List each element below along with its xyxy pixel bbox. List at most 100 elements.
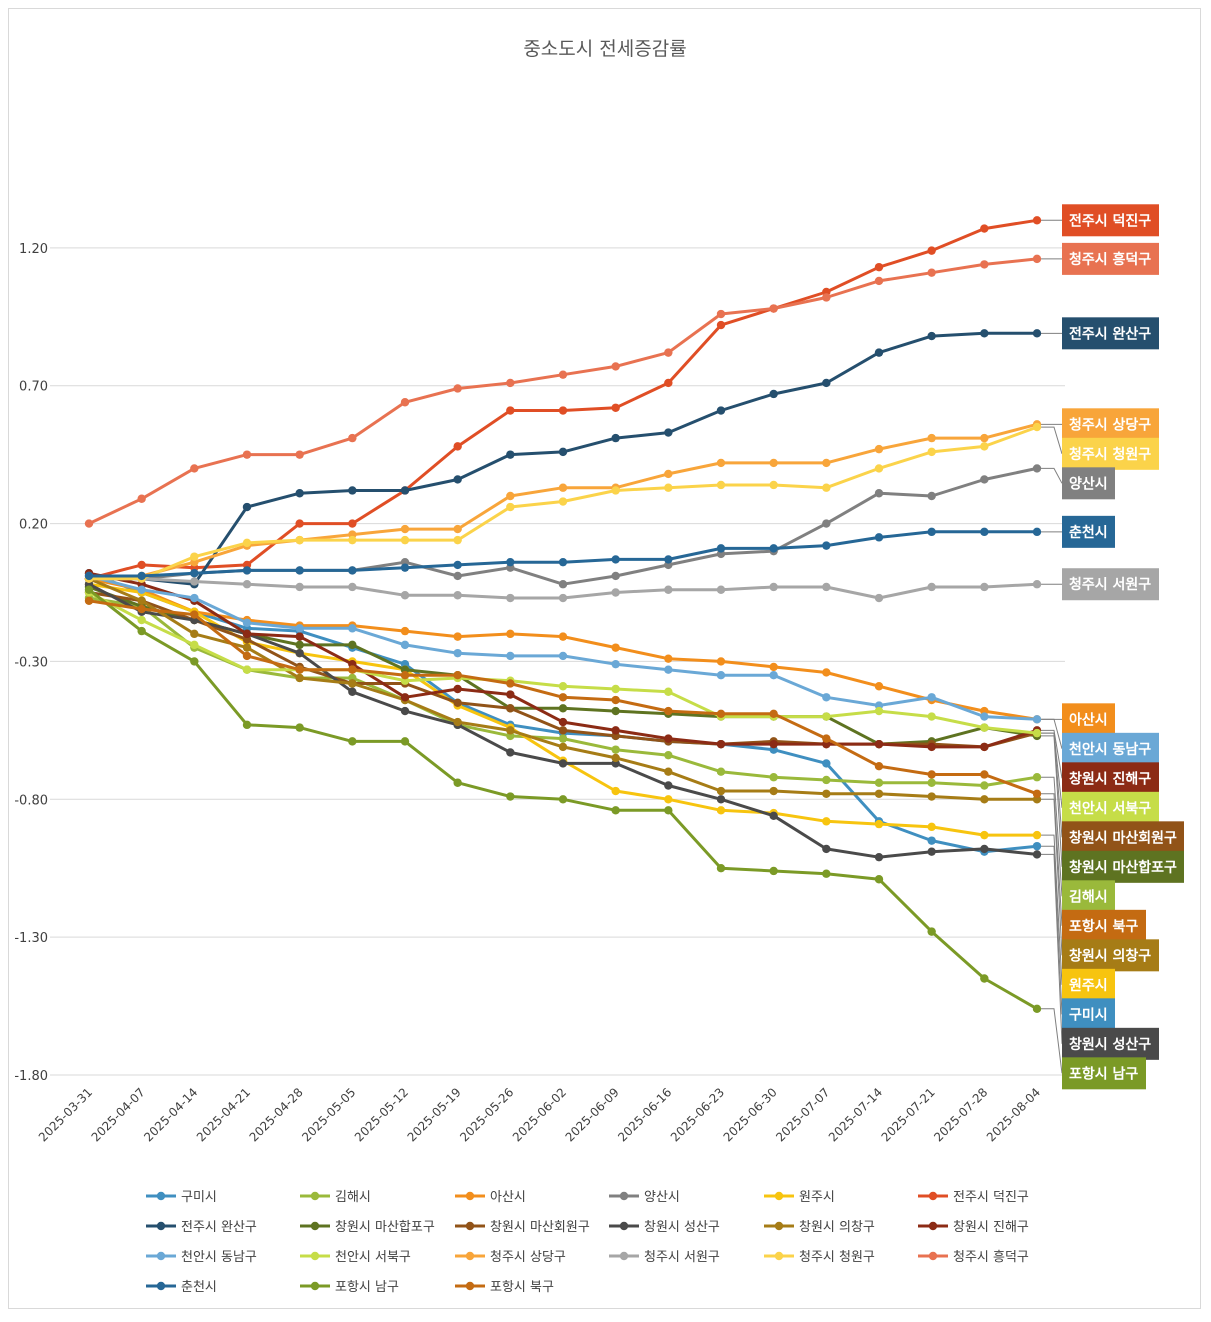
leader-line [1041, 467, 1063, 484]
legend-item[interactable]: 창원시 의창구 [764, 1220, 875, 1235]
legend-item[interactable]: 청주시 청원구 [764, 1250, 875, 1265]
legend-item[interactable]: 청주시 흥덕구 [918, 1250, 1029, 1265]
data-point [1032, 773, 1042, 782]
legend-item[interactable]: 구미시 [146, 1190, 217, 1205]
legend-label: 천안시 동남구 [181, 1250, 257, 1265]
end-label-text: 창원시 진해구 [1069, 770, 1151, 787]
x-tick-label: 2025-04-28 [247, 1085, 306, 1144]
data-point [611, 786, 620, 796]
data-point [822, 668, 831, 677]
data-point [400, 398, 410, 407]
data-point [1032, 1004, 1042, 1014]
legend-item[interactable]: 청주시 상당구 [455, 1250, 566, 1265]
legend-item[interactable]: 김해시 [300, 1190, 371, 1205]
data-point [453, 648, 462, 658]
data-point [558, 632, 568, 641]
legend-marker [619, 1191, 629, 1201]
data-point [558, 742, 568, 752]
data-point [716, 309, 726, 319]
data-point [611, 726, 620, 735]
series-21 [84, 596, 1042, 798]
legend-item[interactable]: 창원시 마산회원구 [455, 1220, 590, 1235]
legend-item[interactable]: 포항시 남구 [300, 1280, 399, 1295]
data-point [1032, 850, 1042, 859]
legend-label: 춘천시 [181, 1280, 217, 1295]
legend-item[interactable]: 창원시 진해구 [918, 1220, 1029, 1235]
data-point [453, 778, 462, 787]
data-point [980, 723, 989, 732]
x-tick-label: 2025-08-04 [984, 1085, 1043, 1144]
legend-label: 창원시 진해구 [953, 1220, 1029, 1235]
end-label-box [1062, 732, 1159, 765]
data-point [874, 762, 884, 771]
data-point [822, 759, 831, 768]
legend-item[interactable]: 전주시 완산구 [146, 1220, 257, 1235]
data-point [769, 671, 778, 680]
end-label-text: 원주시 [1069, 978, 1108, 994]
data-point [400, 693, 410, 702]
data-point [716, 458, 726, 468]
data-point [84, 585, 94, 594]
data-point [664, 348, 673, 357]
data-point [769, 480, 778, 490]
data-point [980, 830, 989, 840]
data-point [980, 260, 989, 269]
data-point [348, 665, 357, 674]
data-point [664, 750, 673, 760]
legend-item[interactable]: 천안시 동남구 [146, 1250, 257, 1265]
data-point [874, 348, 884, 357]
end-label-text: 창원시 마산합포구 [1069, 859, 1177, 876]
data-point [822, 734, 831, 743]
data-point [664, 706, 673, 716]
data-point [348, 486, 357, 495]
end-label: 양산시 [1062, 467, 1115, 500]
end-label: 천안시 동남구 [1062, 732, 1159, 765]
legend-item[interactable]: 창원시 마산합포구 [300, 1220, 435, 1235]
data-point [453, 475, 462, 484]
end-label-text: 춘천시 [1069, 525, 1108, 541]
data-point [190, 464, 199, 473]
series-line [89, 530, 1037, 578]
end-label-text: 청주시 청원구 [1069, 447, 1151, 463]
legend-item[interactable]: 아산시 [455, 1190, 526, 1205]
data-point [874, 739, 884, 749]
data-point [927, 433, 936, 443]
end-label-box [1062, 880, 1115, 913]
data-point [769, 773, 778, 782]
y-tick-label: -0.30 [14, 655, 48, 670]
data-point [927, 778, 936, 787]
data-point [769, 458, 778, 468]
data-point [611, 555, 620, 564]
x-tick-label: 2025-05-26 [457, 1085, 516, 1144]
legend-item[interactable]: 청주시 서원구 [609, 1250, 720, 1265]
end-label-text: 전주시 덕진구 [1069, 212, 1151, 229]
data-point [874, 444, 884, 454]
data-point [190, 629, 199, 639]
legend-item[interactable]: 천안시 서북구 [300, 1250, 411, 1265]
data-point [611, 706, 620, 716]
legend-marker [310, 1191, 320, 1201]
legend-item[interactable]: 포항시 북구 [455, 1280, 554, 1295]
legend-item[interactable]: 창원시 성산구 [609, 1220, 720, 1235]
end-label: 포항시 남구 [1062, 1057, 1146, 1090]
data-point [1032, 715, 1042, 724]
x-tick-label: 2025-05-12 [352, 1085, 411, 1144]
data-point [453, 717, 462, 727]
legend-item[interactable]: 원주시 [764, 1190, 835, 1205]
data-point [716, 657, 726, 666]
x-tick-label: 2025-06-09 [563, 1085, 622, 1144]
end-label-box [1062, 762, 1159, 795]
legend-item[interactable]: 춘천시 [146, 1280, 217, 1295]
data-point [664, 687, 673, 696]
data-point [242, 580, 252, 589]
end-label-box [1062, 968, 1115, 1001]
end-label: 청주시 상당구 [1062, 408, 1159, 441]
leader-line [1041, 853, 1063, 1044]
legend-item[interactable]: 전주시 덕진구 [918, 1190, 1029, 1205]
legend-item[interactable]: 양산시 [609, 1190, 680, 1205]
end-label-text: 청주시 서원구 [1069, 577, 1151, 593]
legend-label: 전주시 완산구 [181, 1220, 257, 1235]
